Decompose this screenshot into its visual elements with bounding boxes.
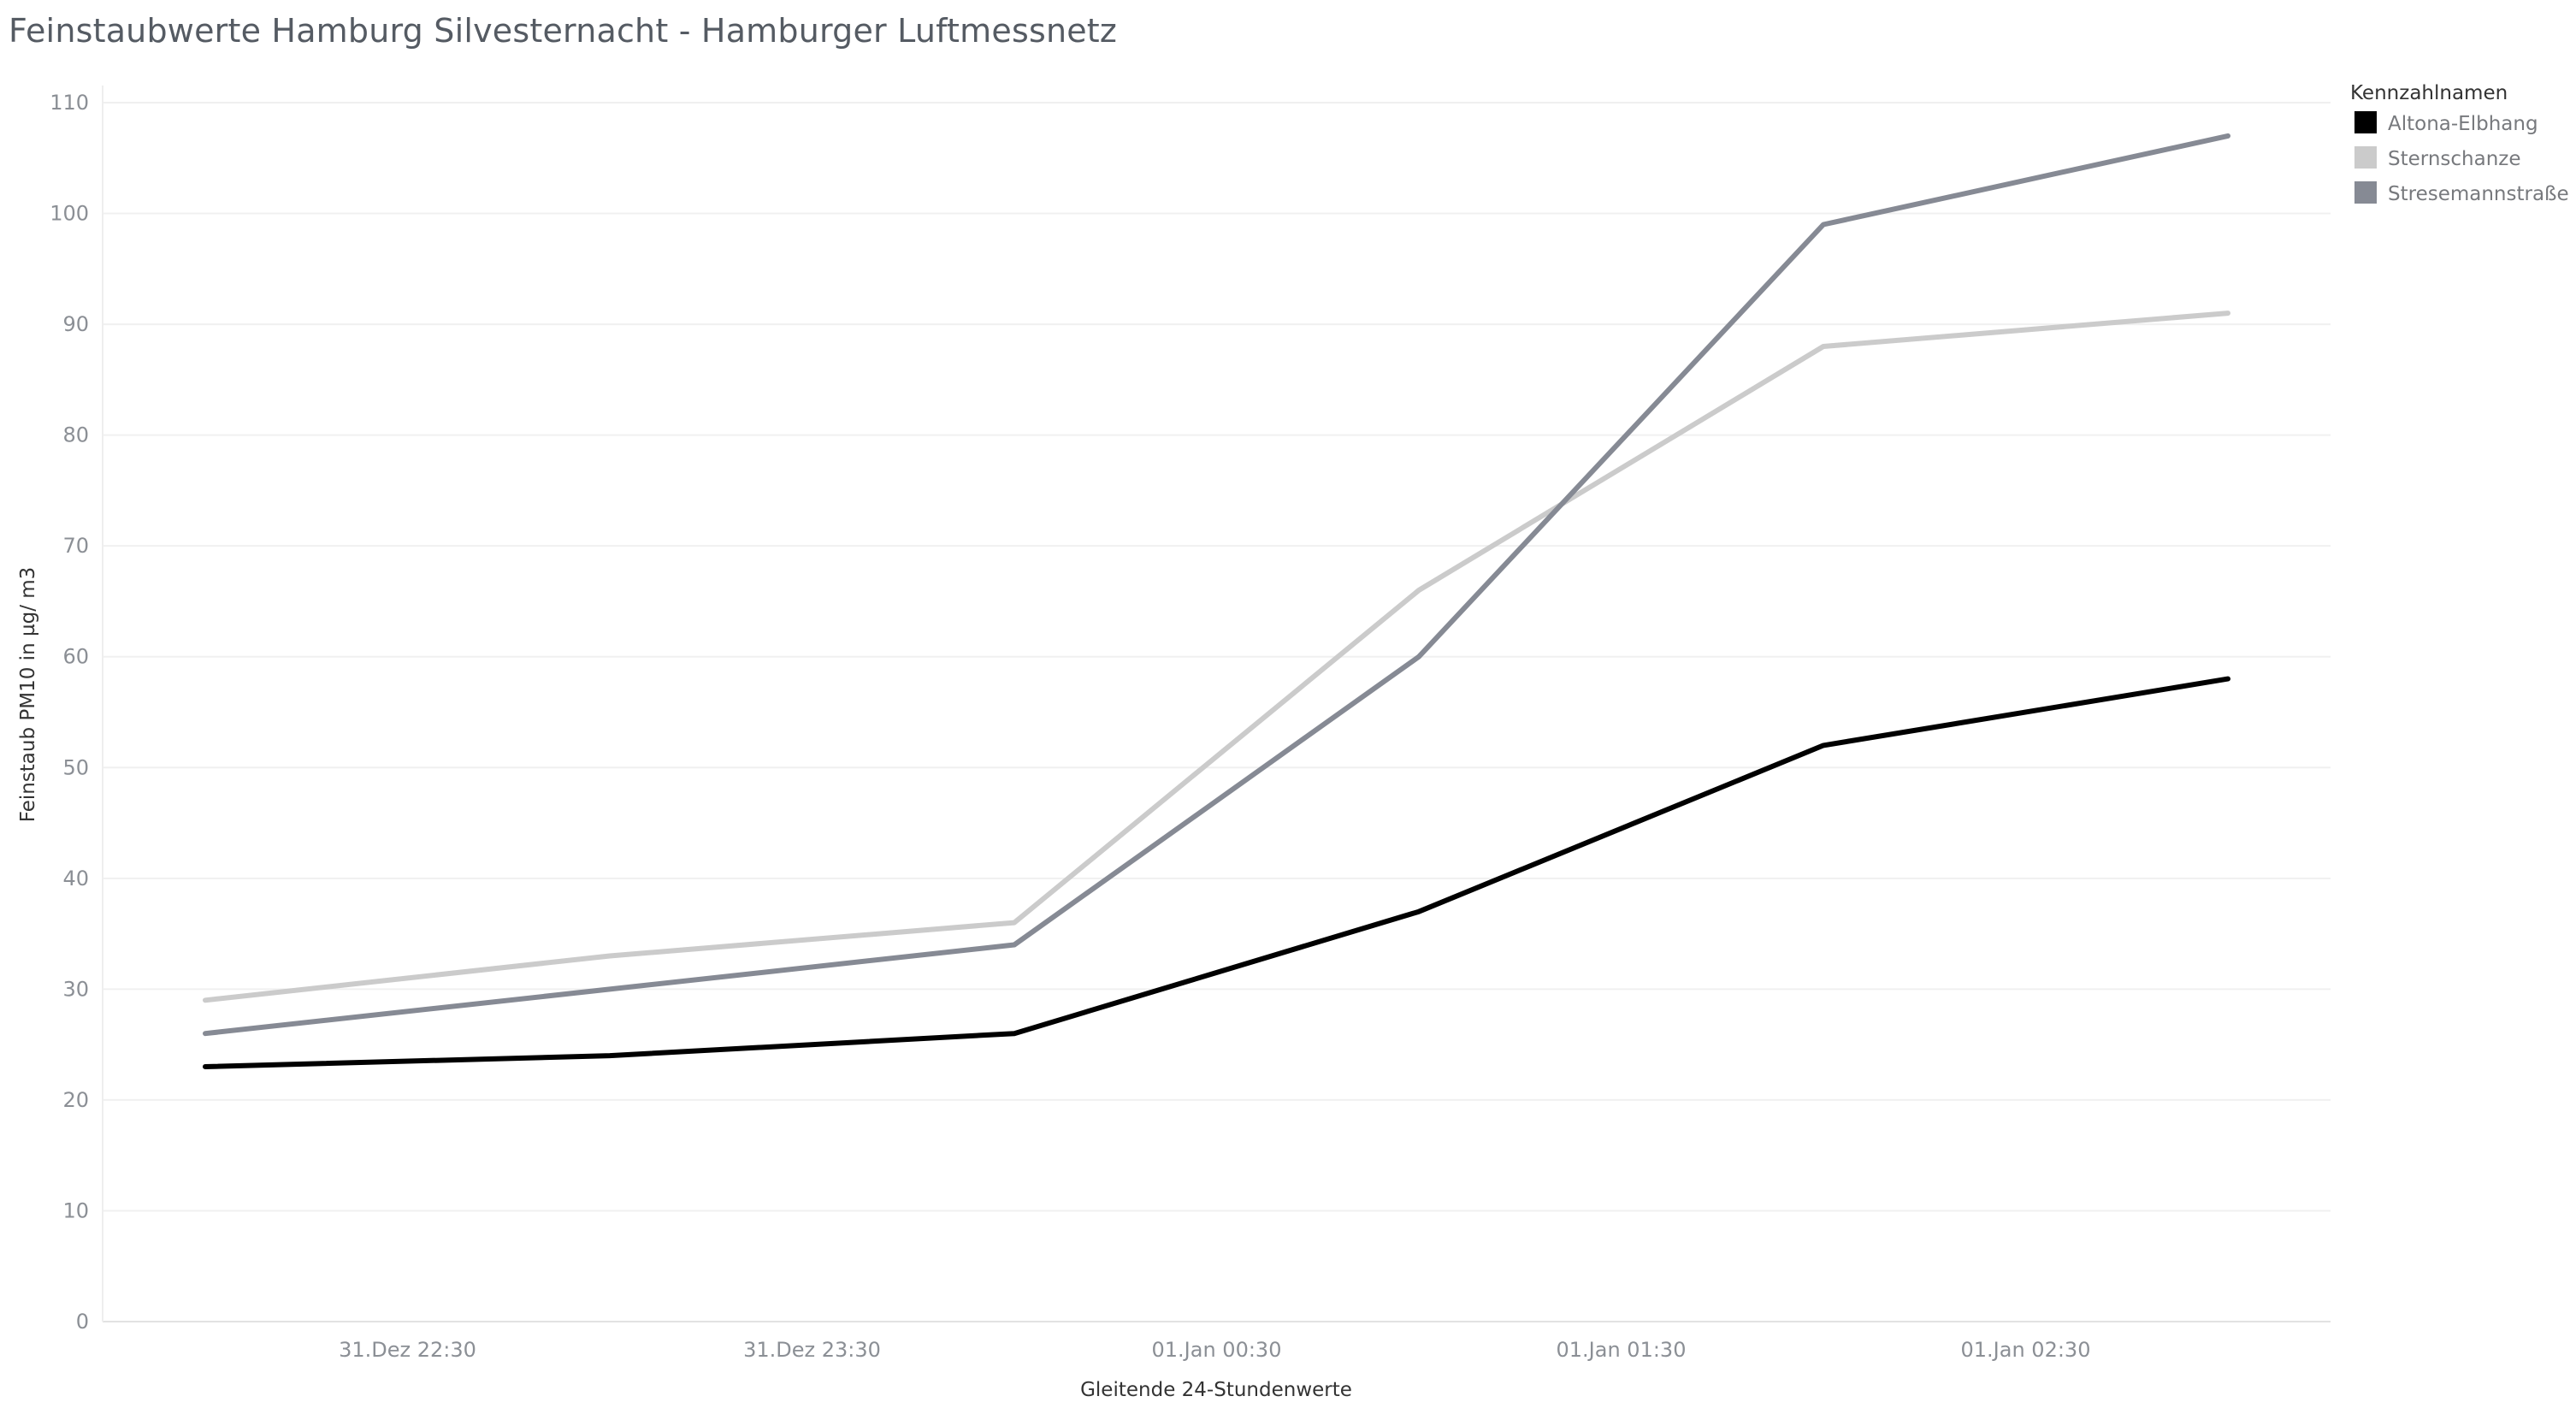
y-tick-label: 80 xyxy=(62,423,89,447)
series-line-sternschanze xyxy=(203,311,2230,1003)
y-tick-label: 110 xyxy=(50,91,89,115)
legend-swatch xyxy=(2354,146,2377,169)
y-tick-label: 20 xyxy=(62,1088,89,1112)
y-tick-label: 30 xyxy=(62,977,89,1001)
y-tick-label: 50 xyxy=(62,755,89,779)
axes: 0 10 20 30 40 50 60 70 80 90 100 110 31.Dez 22:30 31.… xyxy=(17,86,2090,1401)
chart-title: Feinstaubwerte Hamburg Silvesternacht - … xyxy=(9,12,1118,50)
y-tick-label: 60 xyxy=(62,645,89,669)
x-tick-label: 31.Dez 22:30 xyxy=(339,1338,476,1362)
x-tick-label: 01.Jan 02:30 xyxy=(1961,1338,2091,1362)
y-tick-label: 90 xyxy=(62,312,89,336)
legend-label: Altona-Elbhang xyxy=(2388,113,2538,135)
legend-label: Sternschanze xyxy=(2388,148,2521,170)
x-axis-title: Gleitende 24-Stundenwerte xyxy=(1080,1379,1352,1401)
y-axis-title: Feinstaub PM10 in µg/ m3 xyxy=(17,567,39,823)
legend-label: Stresemannstraße xyxy=(2388,183,2569,205)
series-lines xyxy=(203,133,2230,1069)
grid-lines xyxy=(103,102,2331,1322)
legend-swatch xyxy=(2354,111,2377,133)
x-tick-label: 01.Jan 01:30 xyxy=(1557,1338,1687,1362)
legend-swatch xyxy=(2354,181,2377,204)
x-tick-label: 31.Dez 23:30 xyxy=(743,1338,881,1362)
y-tick-label: 70 xyxy=(62,534,89,558)
series-line-altona-elbhang xyxy=(203,676,2230,1069)
x-tick-label: 01.Jan 00:30 xyxy=(1152,1338,1282,1362)
y-tick-label: 100 xyxy=(50,202,89,226)
series-line-stresemannstra-e xyxy=(203,133,2230,1037)
legend: Kennzahlnamen Altona-Elbhang Sternschanze S… xyxy=(2350,82,2569,205)
y-tick-label: 10 xyxy=(62,1198,89,1222)
y-tick-label: 40 xyxy=(62,867,89,890)
legend-title: Kennzahlnamen xyxy=(2350,82,2508,104)
y-tick-label: 0 xyxy=(76,1310,89,1334)
